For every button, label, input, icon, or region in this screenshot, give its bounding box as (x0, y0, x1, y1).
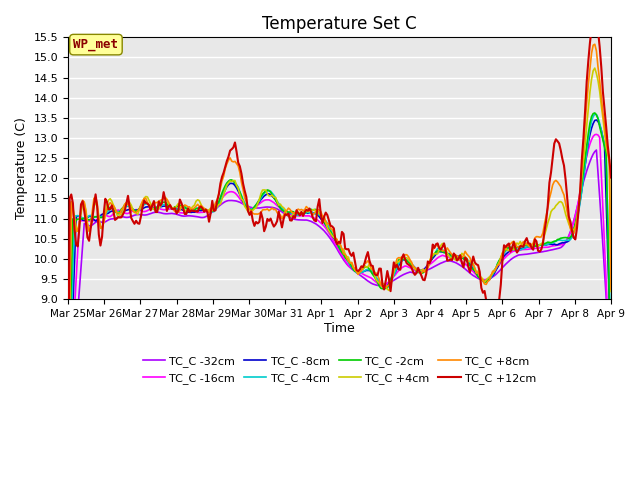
Title: Temperature Set C: Temperature Set C (262, 15, 417, 33)
Y-axis label: Temperature (C): Temperature (C) (15, 117, 28, 219)
Legend: TC_C -32cm, TC_C -16cm, TC_C -8cm, TC_C -4cm, TC_C -2cm, TC_C +4cm, TC_C +8cm, T: TC_C -32cm, TC_C -16cm, TC_C -8cm, TC_C … (138, 352, 541, 388)
X-axis label: Time: Time (324, 322, 355, 335)
Text: WP_met: WP_met (74, 38, 118, 51)
